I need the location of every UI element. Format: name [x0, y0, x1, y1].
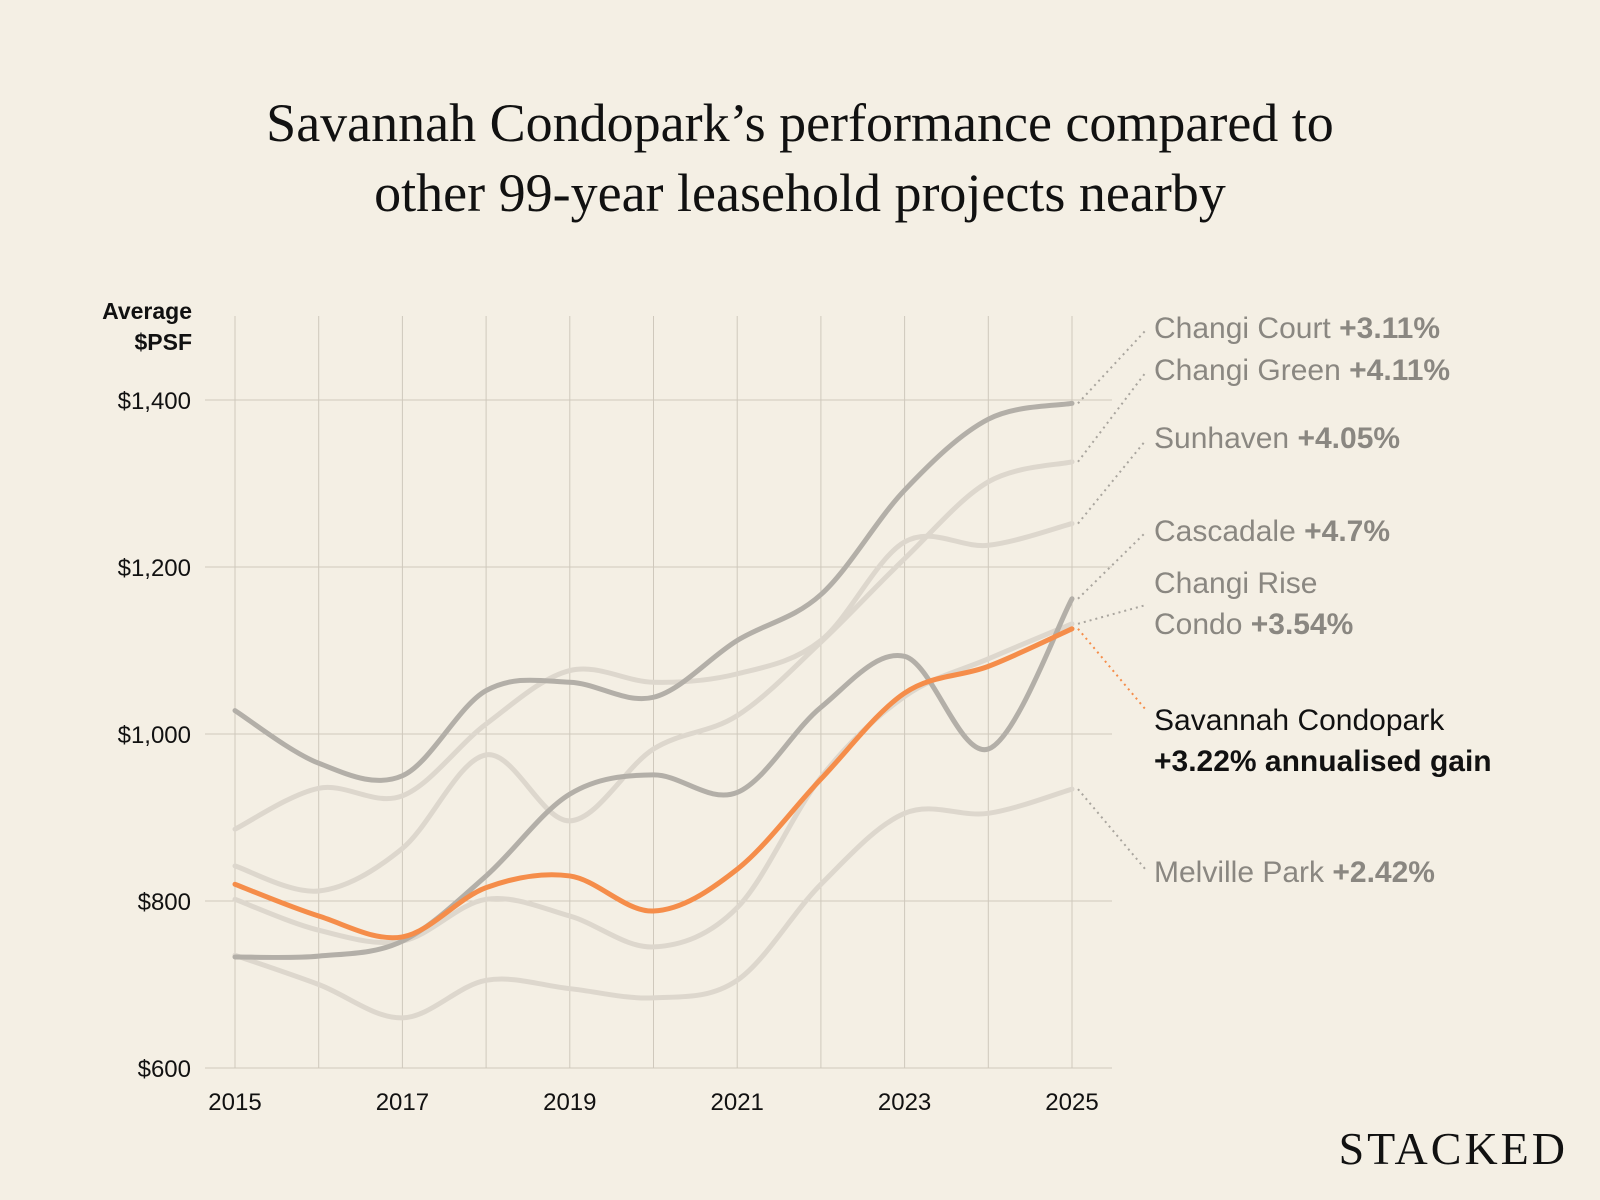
- x-tick-label: 2015: [208, 1089, 261, 1116]
- leader-line-changi-green: [1077, 371, 1147, 463]
- leader-line-melville-park: [1077, 788, 1147, 871]
- leader-line-savannah-condopark: [1077, 628, 1147, 711]
- series-line-melville-park: [232, 786, 1075, 1021]
- label-changi-rise: Changi Rise Condo +3.54%: [1154, 567, 1354, 641]
- chart-title: Savannah Condopark’s performance compare…: [0, 88, 1600, 228]
- label-changi-green: Changi Green +4.11%: [1154, 354, 1451, 387]
- title-line-1: Savannah Condopark’s performance compare…: [266, 93, 1334, 153]
- y-axis-label-line-1: Average: [102, 298, 192, 324]
- label-melville-park: Melville Park +2.42%: [1154, 856, 1435, 889]
- y-tick-label: $600: [138, 1056, 191, 1083]
- series-line-cascadale: [232, 596, 1075, 961]
- y-tick-label: $800: [138, 889, 191, 916]
- leader-line-sunhaven: [1077, 439, 1147, 525]
- series-line-changi-green: [232, 459, 1075, 894]
- label-cascadale: Cascadale +4.7%: [1154, 515, 1391, 548]
- x-tick-label: 2021: [711, 1089, 764, 1116]
- y-tick-label: $1,400: [118, 388, 191, 415]
- y-tick-label: $1,200: [118, 555, 191, 582]
- series-line-changi-court: [232, 400, 1075, 783]
- series-line-sunhaven: [232, 521, 1075, 832]
- leader-line-changi-rise-condo: [1077, 604, 1147, 625]
- y-axis-label-line-2: $PSF: [134, 329, 192, 355]
- label-sunhaven: Sunhaven +4.05%: [1154, 422, 1401, 455]
- series-line-savannah-condopark: [232, 626, 1075, 941]
- x-tick-label: 2019: [543, 1089, 596, 1116]
- stacked-logo: STACKED: [1338, 1123, 1568, 1174]
- y-tick-label: $1,000: [118, 722, 191, 749]
- label-changi-court: Changi Court +3.11%: [1154, 312, 1441, 345]
- x-tick-label: 2023: [878, 1089, 931, 1116]
- x-tick-label: 2025: [1045, 1089, 1098, 1116]
- leader-line-cascadale: [1077, 531, 1147, 600]
- title-line-2: other 99-year leasehold projects nearby: [374, 163, 1226, 223]
- leader-line-changi-court: [1077, 329, 1147, 405]
- y-axis-label: Average $PSF: [60, 296, 192, 358]
- label-savannah-condopark: Savannah Condopark +3.22% annualised gain: [1154, 704, 1492, 778]
- x-tick-label: 2017: [376, 1089, 429, 1116]
